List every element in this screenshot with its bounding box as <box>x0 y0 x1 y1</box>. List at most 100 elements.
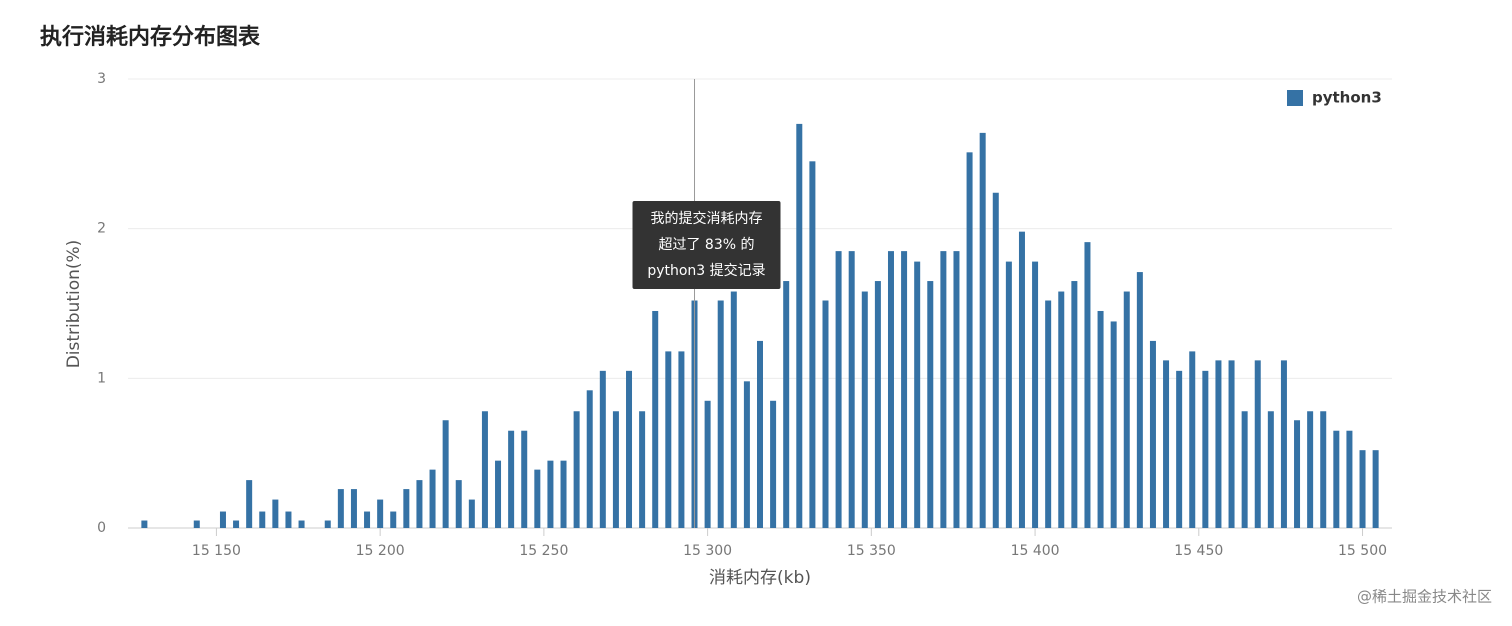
annotation-text: python3 提交记录 <box>647 262 765 279</box>
annotation-text: 超过了 83% 的 <box>658 237 754 253</box>
bar <box>1149 340 1156 528</box>
bar <box>233 520 240 528</box>
x-tick-label: 15 150 <box>192 543 241 559</box>
bar <box>1045 300 1052 528</box>
bar <box>272 499 279 528</box>
bar <box>887 251 894 528</box>
bar <box>219 511 226 528</box>
bar <box>783 281 790 528</box>
x-tick-label: 15 500 <box>1338 543 1387 559</box>
bar <box>495 460 502 528</box>
bar <box>1346 430 1353 528</box>
bar <box>599 370 606 528</box>
bar <box>940 251 947 528</box>
bar <box>534 469 541 528</box>
bar <box>547 460 554 528</box>
bar <box>1176 370 1183 528</box>
bar <box>324 520 331 528</box>
legend-label: python3 <box>1312 89 1382 107</box>
bar <box>652 310 659 528</box>
bar <box>1123 291 1130 528</box>
annotation-box <box>632 201 781 289</box>
bar <box>953 251 960 528</box>
bar <box>1071 281 1078 528</box>
bar <box>979 132 986 528</box>
x-tick-label: 15 350 <box>847 543 896 559</box>
x-tick-label: 15 450 <box>1174 543 1223 559</box>
bar <box>586 390 593 528</box>
legend-swatch <box>1287 90 1303 106</box>
bar <box>665 351 672 528</box>
bar <box>822 300 829 528</box>
x-tick-label: 15 250 <box>519 543 568 559</box>
bar <box>1005 261 1012 528</box>
bar <box>1084 242 1091 529</box>
bar <box>193 520 200 528</box>
y-tick-label: 1 <box>97 370 106 386</box>
bar <box>481 411 488 528</box>
bar <box>1018 231 1025 528</box>
bar <box>1320 411 1327 528</box>
bar <box>508 430 515 528</box>
y-tick-label: 0 <box>97 520 106 536</box>
bar <box>1215 360 1222 528</box>
bar <box>770 400 777 528</box>
bar <box>1294 420 1301 528</box>
bar <box>626 370 633 528</box>
bar <box>1267 411 1274 528</box>
bar <box>1280 360 1287 528</box>
bar <box>1241 411 1248 528</box>
bar <box>1163 360 1170 528</box>
watermark: @稀土掘金技术社区 <box>1357 588 1492 606</box>
bar <box>560 460 567 528</box>
x-axis-label: 消耗内存(kb) <box>709 568 811 588</box>
bar <box>901 251 908 528</box>
bar <box>1058 291 1065 528</box>
bar <box>442 420 449 528</box>
bar <box>809 161 816 529</box>
bar <box>717 300 724 528</box>
bar <box>1110 321 1117 528</box>
bar <box>390 511 397 528</box>
bar <box>246 480 253 528</box>
bar <box>757 340 763 528</box>
chart-title: 执行消耗内存分布图表 <box>40 24 261 50</box>
bar <box>1189 351 1196 528</box>
bar <box>521 430 528 528</box>
bar <box>730 291 737 528</box>
bar <box>377 499 384 528</box>
bar <box>796 123 803 529</box>
x-tick-label: 15 400 <box>1011 543 1060 559</box>
bar <box>874 281 881 528</box>
bar <box>704 400 711 528</box>
bar <box>337 489 344 528</box>
bar <box>1307 411 1314 528</box>
annotation-text: 我的提交消耗内存 <box>651 210 763 227</box>
y-tick-label: 3 <box>97 71 106 87</box>
bar <box>861 291 868 528</box>
y-tick-label: 2 <box>97 221 106 237</box>
x-tick-label: 15 300 <box>683 543 732 559</box>
bar <box>743 381 750 528</box>
bar <box>455 480 462 528</box>
bar <box>573 411 580 528</box>
bar <box>350 489 357 528</box>
bar <box>1202 370 1209 528</box>
bar <box>364 511 371 528</box>
bar <box>914 261 921 528</box>
bar <box>966 152 973 528</box>
bar <box>285 511 292 528</box>
bar <box>1136 272 1143 528</box>
bar <box>1097 310 1104 528</box>
bar <box>848 251 855 528</box>
bar <box>403 489 410 528</box>
bar <box>141 520 148 528</box>
bar <box>1333 430 1340 528</box>
bar <box>1228 360 1235 528</box>
bar <box>1359 450 1366 528</box>
bar <box>298 520 305 528</box>
x-tick-label: 15 200 <box>356 543 405 559</box>
bar <box>1254 360 1261 528</box>
bar <box>259 511 266 528</box>
